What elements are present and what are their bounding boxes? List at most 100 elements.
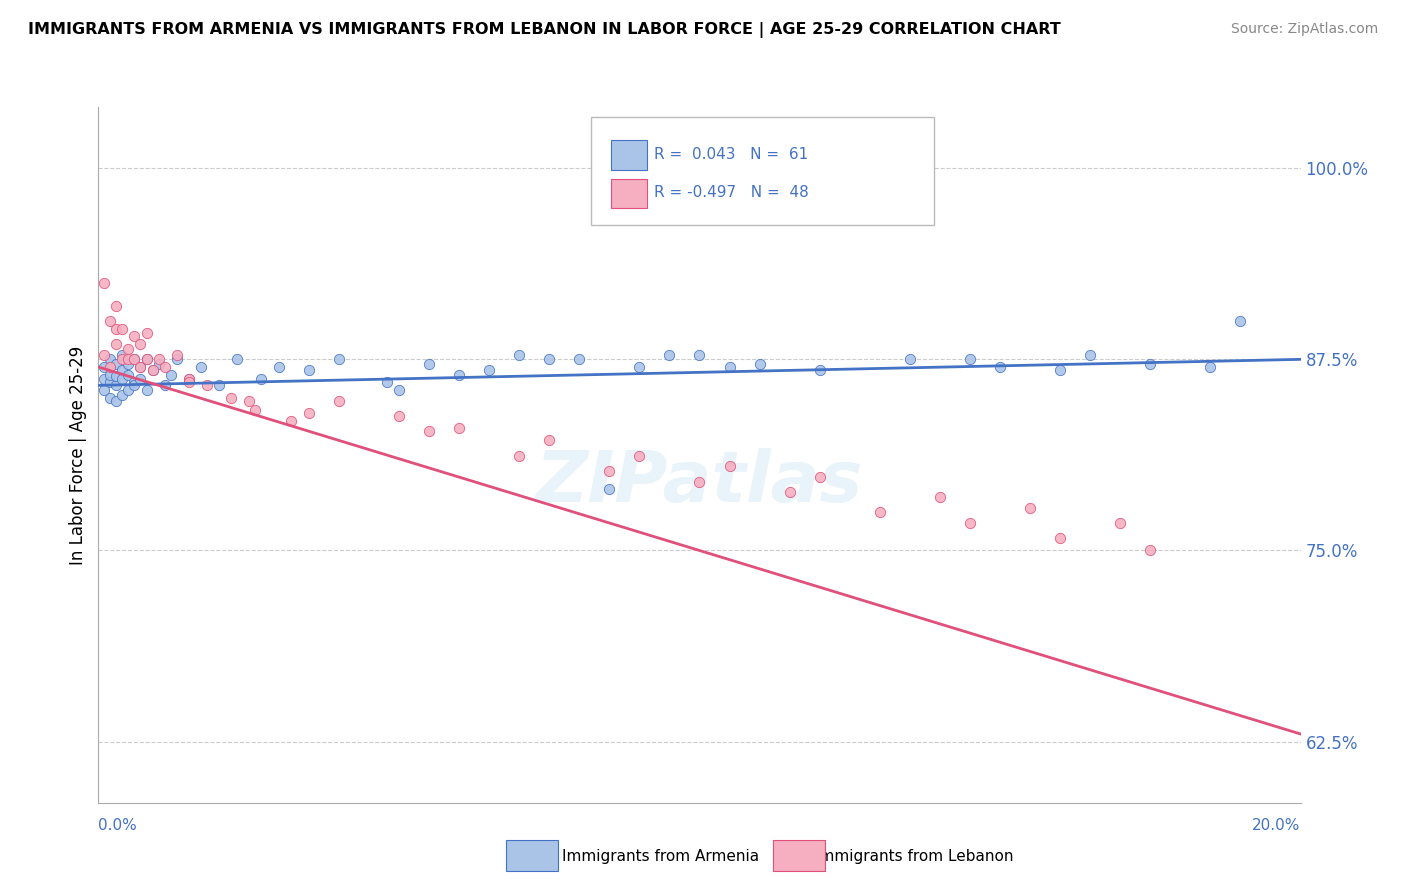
Point [105, 337, 128, 351]
Point [508, 449, 530, 463]
Point [135, 326, 157, 341]
Point [111, 363, 134, 377]
Point [748, 357, 770, 371]
Point [100, 314, 122, 328]
Point [478, 363, 501, 377]
Text: R =  0.043   N =  61: R = 0.043 N = 61 [654, 147, 808, 161]
Point [111, 352, 134, 367]
Point [328, 393, 350, 408]
Point [111, 348, 134, 362]
Point [598, 464, 620, 478]
Point [135, 383, 157, 397]
Point [1049, 531, 1071, 545]
Point [129, 372, 152, 386]
Point [447, 421, 470, 435]
Point [124, 378, 146, 392]
Point [1139, 543, 1161, 558]
Point [195, 378, 218, 392]
Point [105, 393, 128, 408]
Point [153, 359, 176, 374]
Point [238, 393, 260, 408]
Point [124, 352, 146, 367]
Point [1199, 359, 1222, 374]
Point [129, 337, 152, 351]
Point [388, 383, 411, 397]
Point [105, 322, 128, 336]
Point [148, 357, 170, 371]
Point [418, 424, 440, 438]
Point [328, 352, 350, 367]
Point [628, 359, 651, 374]
Text: 0.0%: 0.0% [98, 818, 138, 833]
Point [898, 352, 921, 367]
Point [135, 352, 157, 367]
Point [105, 369, 128, 384]
Point [124, 376, 146, 390]
Point [1139, 357, 1161, 371]
Point [869, 505, 891, 519]
Point [177, 372, 200, 386]
Point [447, 368, 470, 382]
Point [111, 372, 134, 386]
Point [105, 378, 128, 392]
Point [177, 372, 200, 386]
Point [298, 406, 321, 420]
Text: Immigrants from Lebanon: Immigrants from Lebanon [815, 849, 1014, 863]
Point [135, 352, 157, 367]
Point [779, 485, 801, 500]
Point [959, 352, 981, 367]
Point [208, 378, 231, 392]
Point [100, 376, 122, 390]
Point [418, 357, 440, 371]
Point [111, 387, 134, 401]
Point [93, 348, 115, 362]
Point [808, 363, 831, 377]
Point [1078, 348, 1101, 362]
Point [159, 368, 181, 382]
Point [658, 348, 681, 362]
Point [538, 434, 561, 448]
Point [929, 490, 952, 504]
Point [688, 475, 710, 489]
FancyBboxPatch shape [592, 118, 934, 226]
Point [249, 372, 271, 386]
Point [100, 359, 122, 374]
Point [508, 348, 530, 362]
Point [375, 376, 398, 390]
Point [100, 368, 122, 382]
Point [808, 470, 831, 484]
Point [117, 357, 139, 371]
Point [388, 409, 411, 423]
Point [93, 372, 115, 386]
Point [190, 359, 212, 374]
Text: Immigrants from Armenia: Immigrants from Armenia [562, 849, 759, 863]
Point [718, 359, 741, 374]
Text: Source: ZipAtlas.com: Source: ZipAtlas.com [1230, 22, 1378, 37]
Point [93, 359, 115, 374]
Text: 20.0%: 20.0% [1253, 818, 1301, 833]
Point [148, 352, 170, 367]
Point [100, 352, 122, 367]
Y-axis label: In Labor Force | Age 25-29: In Labor Force | Age 25-29 [69, 345, 87, 565]
Point [105, 357, 128, 371]
Point [988, 359, 1011, 374]
Point [129, 359, 152, 374]
Point [117, 383, 139, 397]
Point [153, 378, 176, 392]
Point [1229, 314, 1251, 328]
Point [129, 359, 152, 374]
Point [1049, 363, 1071, 377]
Bar [610, 178, 647, 208]
Point [117, 342, 139, 356]
Text: ZIPatlas: ZIPatlas [536, 449, 863, 517]
Point [117, 352, 139, 367]
Point [538, 352, 561, 367]
Point [124, 352, 146, 367]
Point [298, 363, 321, 377]
Point [117, 368, 139, 382]
Point [568, 352, 591, 367]
Point [688, 348, 710, 362]
Point [628, 449, 651, 463]
Point [141, 363, 163, 377]
Point [111, 322, 134, 336]
